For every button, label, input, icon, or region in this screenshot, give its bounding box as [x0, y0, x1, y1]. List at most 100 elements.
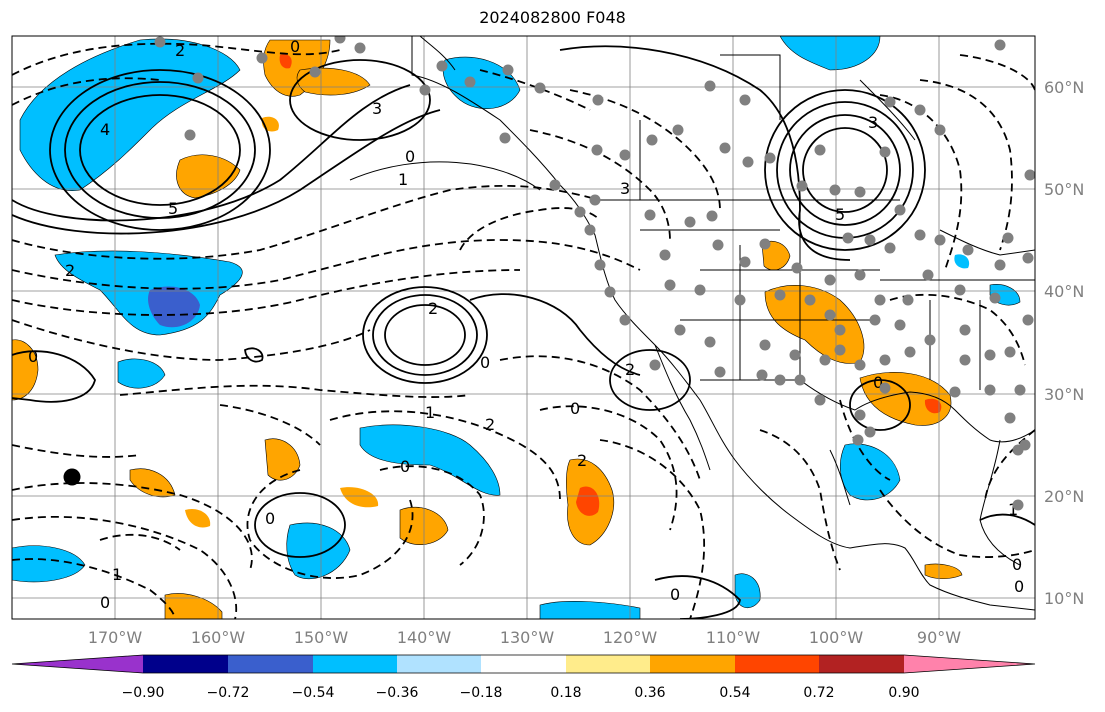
contour-label: 2 — [65, 261, 75, 280]
colorbar-segment-6 — [566, 655, 650, 673]
colorbar-tick: −0.90 — [122, 685, 165, 701]
station-marker — [674, 324, 686, 336]
station-marker — [864, 426, 876, 438]
contour-label: 0 — [570, 399, 580, 418]
station-marker — [984, 349, 996, 361]
lon-tick-label: 140°W — [397, 628, 452, 647]
colorbar-tick-labels: −0.90 −0.72 −0.54 −0.36 −0.18 0.18 0.36 … — [122, 685, 920, 701]
station-marker — [962, 244, 974, 256]
station-marker — [706, 210, 718, 222]
station-marker — [354, 42, 366, 54]
station-marker — [584, 224, 596, 236]
contour-label: 1 — [112, 565, 122, 584]
shaded-regions — [12, 36, 1021, 619]
map-title: 2024082800 F048 — [479, 8, 626, 27]
shade-orange-sub4 — [129, 468, 176, 498]
station-marker — [499, 132, 511, 144]
station-marker — [756, 369, 768, 381]
station-marker — [154, 36, 166, 48]
shade-orange-nw — [185, 508, 211, 528]
contour-label: 0 — [670, 585, 680, 604]
colorbar-tick: 0.72 — [803, 685, 834, 701]
station-marker — [684, 216, 696, 228]
lon-tick-label: 160°W — [191, 628, 246, 647]
station-marker — [592, 94, 604, 106]
contour-label: 1 — [398, 170, 408, 189]
station-marker — [854, 269, 866, 281]
station-marker — [884, 96, 896, 108]
shade-orange-rockies-2 — [761, 241, 791, 271]
contour-label: 0 — [1012, 555, 1022, 574]
shade-blue-central-dark — [148, 286, 200, 328]
station-marker — [949, 386, 961, 398]
station-marker — [591, 144, 603, 156]
station-marker — [894, 204, 906, 216]
station-marker — [764, 152, 776, 164]
contour-label: 1 — [1008, 500, 1018, 519]
station-marker — [879, 354, 891, 366]
station-marker — [334, 36, 346, 44]
station-marker — [646, 134, 658, 146]
station-marker — [604, 286, 616, 298]
station-marker — [842, 232, 854, 244]
station-marker — [814, 394, 826, 406]
station-marker — [774, 374, 786, 386]
contour-label: 3 — [372, 99, 382, 118]
station-marker — [914, 104, 926, 116]
lat-tick-label: 40°N — [1044, 282, 1084, 301]
colorbar-tick: −0.54 — [292, 685, 335, 701]
station-marker — [1002, 232, 1014, 244]
shade-orange-pac — [176, 154, 241, 199]
station-marker — [796, 180, 808, 192]
lat-tick-label: 60°N — [1044, 78, 1084, 97]
colorbar-segment-0 — [12, 655, 143, 673]
station-marker — [834, 344, 846, 356]
station-marker — [1022, 252, 1034, 264]
station-marker — [819, 354, 831, 366]
colorbar-tick: −0.36 — [376, 685, 419, 701]
colorbar-segment-2 — [228, 655, 313, 673]
station-marker — [794, 374, 806, 386]
contour-label: 0 — [265, 509, 275, 528]
shade-blue-sub2 — [286, 522, 351, 580]
shade-blue-sw — [12, 545, 86, 583]
lon-tick-label: 170°W — [88, 628, 143, 647]
contour-label: 2 — [428, 299, 438, 318]
station-marker — [672, 124, 684, 136]
contours — [12, 45, 1035, 619]
point-marker — [63, 468, 81, 486]
colorbar-tick: 0.54 — [719, 685, 750, 701]
station-marker — [994, 259, 1006, 271]
shade-orange-sub5 — [340, 487, 379, 508]
lon-tick-label: 150°W — [294, 628, 349, 647]
station-marker — [814, 144, 826, 156]
contour-labels: 0 2 3 0 1 5 4 3 5 3 2 2 0 0 1 0 2 0 2 0 … — [28, 37, 1024, 612]
shade-orange-sw — [164, 593, 223, 619]
station-marker — [854, 359, 866, 371]
station-marker — [759, 238, 771, 250]
station-marker — [719, 142, 731, 154]
colorbar-segment-9 — [819, 655, 904, 673]
contour-label: 0 — [28, 347, 38, 366]
colorbar-segment-10 — [904, 655, 1035, 673]
station-marker — [1004, 412, 1016, 424]
station-marker — [464, 76, 476, 88]
station-marker — [619, 149, 631, 161]
contour-label: 3 — [620, 179, 630, 198]
station-marker — [884, 242, 896, 254]
colorbar-outline — [11, 654, 1036, 674]
station-marker — [649, 359, 661, 371]
contours-dashed — [12, 42, 1035, 619]
station-marker — [589, 194, 601, 206]
station-marker — [739, 94, 751, 106]
contour-label: 2 — [175, 41, 185, 60]
station-marker — [1022, 314, 1034, 326]
station-marker — [256, 52, 268, 64]
shade-blue-aleutian — [19, 38, 241, 191]
station-marker — [924, 334, 936, 346]
station-marker — [934, 234, 946, 246]
contour-label: 0 — [290, 37, 300, 56]
station-marker — [904, 346, 916, 358]
station-marker — [734, 294, 746, 306]
